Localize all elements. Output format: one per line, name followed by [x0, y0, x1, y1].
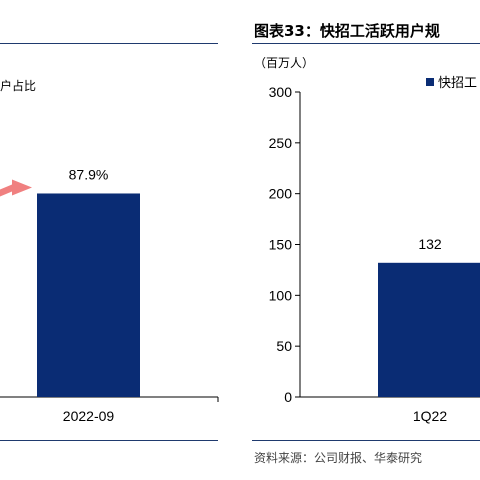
right-y-tick-label: 150: [269, 237, 293, 253]
right-y-tick-label: 300: [269, 84, 293, 100]
right-source-note: 资料来源：公司财报、华泰研究: [254, 451, 423, 465]
right-chart-panel: 图表33：快招工活跃用户规 （百万人） 0 50 100 150 200 250 300 13…: [222, 0, 480, 480]
right-y-tick-label: 50: [276, 338, 292, 354]
left-x-tick-label: 2022-09: [63, 408, 115, 424]
right-bar-data-label: 132: [418, 236, 442, 252]
left-chart-title-fragment: 户占比: [0, 79, 37, 93]
right-bottom-rule: [252, 440, 480, 441]
right-bar-chart: 0 50 100 150 200 250 300 132 1Q22 快招工: [269, 75, 480, 424]
left-title-rule: [0, 43, 218, 44]
right-legend-label: 快招工: [438, 75, 477, 90]
right-legend-swatch: [426, 78, 434, 86]
left-bottom-rule: [0, 440, 218, 441]
left-bar-2022-09: [37, 193, 140, 397]
left-bar-data-label: 87.9%: [69, 166, 109, 182]
right-unit-label: （百万人）: [254, 56, 315, 70]
right-chart-title: 图表33：快招工活跃用户规: [254, 22, 440, 40]
right-y-tick-label: 0: [284, 389, 292, 405]
right-bar-1Q22: [378, 262, 480, 397]
right-title-rule: [252, 43, 480, 44]
right-y-tick-label: 200: [269, 186, 293, 202]
right-y-tick-label: 100: [269, 287, 293, 303]
left-chart-panel: 户占比 87.9% 2022-09: [0, 0, 222, 480]
left-arrow-annotation: [0, 179, 32, 197]
right-y-tick-label: 250: [269, 135, 293, 151]
left-bar-chart: 87.9% 2022-09: [0, 166, 219, 424]
right-x-tick-label: 1Q22: [413, 408, 447, 424]
